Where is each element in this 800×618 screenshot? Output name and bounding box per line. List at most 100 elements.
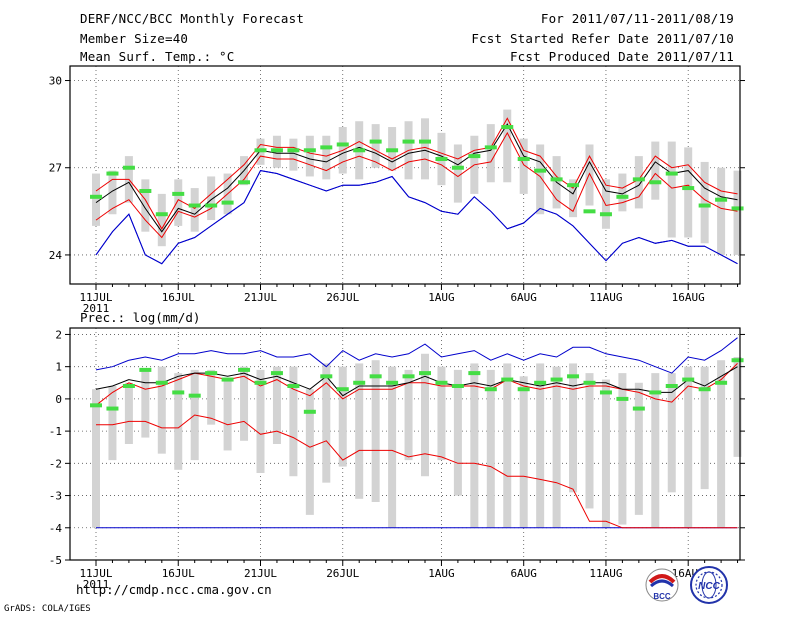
prec-panel: -5 -4 -3 -2 -1 0 1 2 11JUL 16JUL 21JUL 26JUL 1AUG 6AU… [49,310,745,591]
temp-panel: 24 27 30 11JUL 16JUL 21JUL 26JUL 1AUG 6AUG 11AUG 1… [49,65,745,315]
temp-xtick-label: 11JUL [79,291,112,304]
prec-observed-marker [238,367,251,372]
ncc-logo: NCC [690,566,728,604]
temp-range-bar [519,138,528,194]
temp-range-bar [618,173,627,212]
temp-range-bar [92,173,100,226]
prec-observed-marker [303,409,316,414]
temp-xtick-label: 21JUL [244,291,277,304]
prec-observed-marker [353,380,366,385]
temp-range-bar [190,188,199,232]
prec-range-bar [207,369,216,425]
temp-observed-marker [287,148,300,153]
temp-observed-marker [550,177,563,182]
prec-ytick-label: -2 [49,457,62,470]
temp-observed-marker [451,165,464,170]
prec-observed-marker [90,403,102,408]
prec-frame [69,327,741,561]
prec-range-bar [569,363,578,493]
temp-observed-marker [435,157,448,162]
prec-range-bar [536,363,545,528]
temp-observed-marker [468,154,481,159]
prec-observed-marker [254,380,267,385]
temp-observed-marker [221,200,234,205]
temp-observed-marker [205,203,218,208]
temp-observed-marker [501,125,514,130]
temp-observed-marker [369,139,382,144]
temp-observed-marker [534,168,547,173]
chart-title: DERF/NCC/BCC Monthly Forecast [80,11,305,26]
prec-observed-marker [682,377,695,382]
prec-observed-marker [731,358,744,363]
temp-observed-marker [567,183,580,188]
temp-observed-marker [122,165,135,170]
prec-range-bar [453,369,462,496]
prec-lower-line [96,414,738,529]
temp-observed-marker [616,194,629,199]
prec-observed-marker [484,387,497,392]
temp-observed-marker [254,148,267,153]
temp-observed-marker [665,171,678,176]
temp-range-bar [157,193,166,247]
temp-range-bar [503,109,512,183]
temp-range-bar [601,179,610,229]
temp-ytick-label: 27 [49,162,62,175]
temp-observed-marker [188,203,201,208]
prec-observed-marker [419,371,431,376]
prec-range-bar [634,382,643,515]
prec-observed-marker [122,384,135,388]
temp-range-bar [207,176,216,221]
prec-range-bar [519,376,528,528]
prec-observed-marker [649,390,662,395]
temp-range-bar [585,144,594,206]
prec-observed-marker [665,384,678,388]
bcc-logo-text: BCC [653,592,671,601]
temp-observed-marker [731,206,744,211]
prec-observed-marker [501,377,514,382]
prec-xtick-label: 16JUL [162,567,195,580]
prec-ytick-label: 1 [55,361,62,374]
prec-observed-marker [205,371,218,376]
prec-observed-marker [221,377,234,382]
temp-observed-marker [155,212,168,217]
prec-range-bar [585,373,594,509]
prec-observed-marker [435,380,448,385]
temp-observed-marker [632,177,645,182]
forecast-period-label: For 2011/07/11-2011/08/19 [540,11,734,26]
prec-range-bar [552,366,561,528]
temp-range-bar [667,141,676,238]
prec-ytick-label: -1 [49,425,62,438]
temp-observed-marker [353,148,366,153]
temp-ytick-label: 30 [49,75,62,88]
temp-observed-marker [583,209,596,214]
logos: BCC NCC [645,566,728,604]
produced-date-label: Fcst Produced Date 2011/07/11 [509,49,734,64]
prec-range-bar [733,357,742,457]
prec-xtick-label: 1AUG [428,567,455,580]
temp-range-bar [305,135,314,177]
temp-range-bar [486,124,495,183]
temp-range-bar [700,161,709,244]
temp-upper-line [95,117,738,230]
temp-xtick-label: 16AUG [672,291,705,304]
source-url[interactable]: http://cmdp.ncc.cma.gov.cn [76,582,272,597]
temp-range-bar [371,124,380,168]
prec-range-bar [124,382,133,444]
temp-range-bar [651,141,660,200]
prec-observed-marker [567,374,580,379]
temp-year-label: 2011 [83,302,110,315]
prec-observed-marker [583,380,596,385]
temp-range-bar [684,147,693,238]
prec-xtick-label: 21JUL [244,567,277,580]
temp-range-bar [421,118,429,180]
start-date-label: Fcst Started Refer Date 2011/07/10 [471,31,734,46]
temp-observed-marker [336,142,349,147]
prec-title: Prec.: log(mm/d) [80,310,200,325]
temp-xtick-label: 1AUG [428,291,455,304]
prec-range-bar [470,363,479,528]
temp-observed-marker [517,157,530,162]
temp-observed-marker [715,197,728,202]
prec-ytick-label: -4 [49,522,63,535]
prec-range-bar [651,373,660,528]
